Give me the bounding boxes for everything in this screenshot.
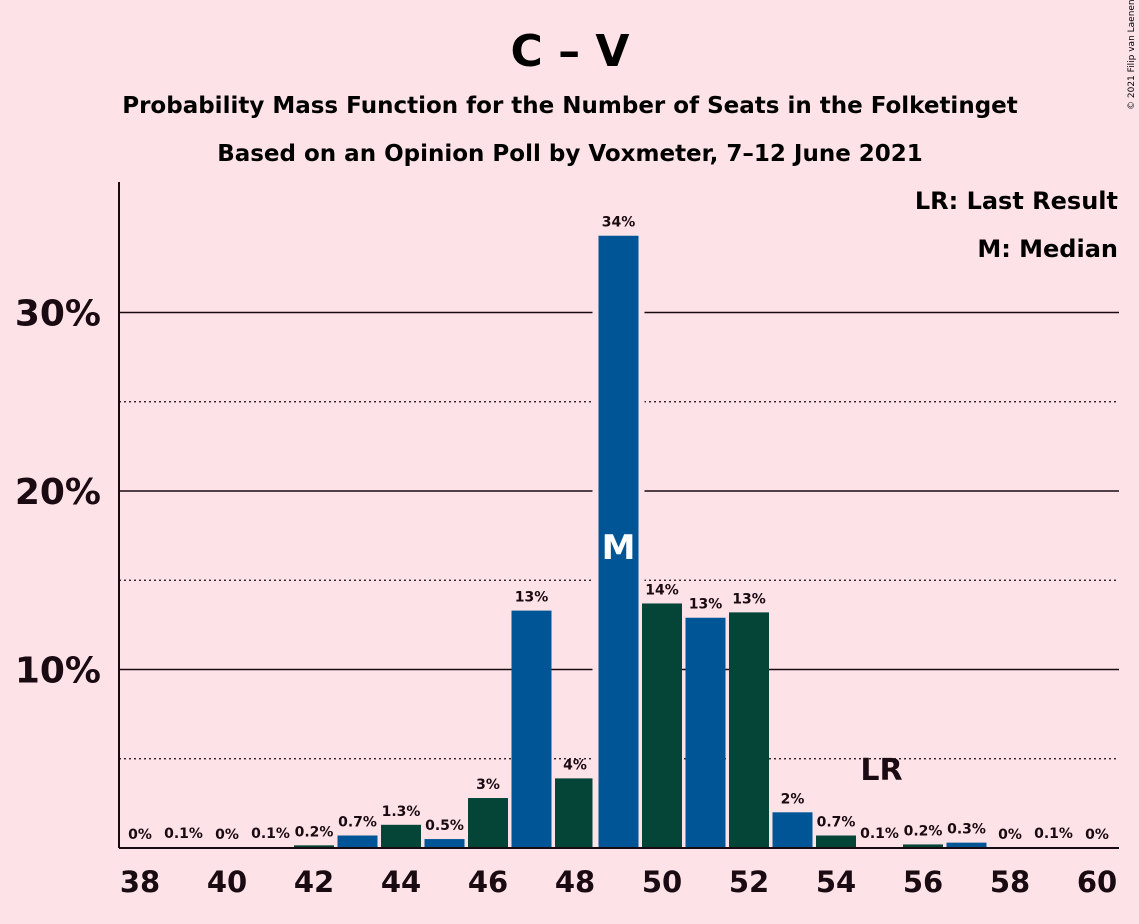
bar [381, 824, 421, 848]
chart-subtitle-2: Based on an Opinion Poll by Voxmeter, 7–… [217, 141, 923, 167]
bar-value-label: 0.1% [860, 826, 899, 842]
bar-value-label: 3% [476, 777, 500, 793]
copyright-notice: © 2021 Filip van Laenen [1127, 0, 1137, 110]
bar-value-label: 1.3% [382, 804, 421, 820]
y-tick-label: 30% [15, 294, 101, 335]
x-tick-label: 50 [642, 865, 682, 899]
bar [294, 845, 334, 848]
bar-value-label: 2% [781, 791, 805, 807]
x-tick-label: 46 [468, 865, 508, 899]
x-tick-label: 44 [381, 865, 421, 899]
median-marker: M [602, 528, 636, 568]
x-axis-ticks: 38 40 42 44 46 48 50 52 54 56 58 60 [120, 865, 1117, 899]
bar-value-label: 0.5% [425, 818, 464, 834]
bar-value-label: 0.2% [904, 823, 943, 839]
bar-value-label: 0.7% [338, 815, 377, 831]
bar-value-label: 13% [732, 591, 766, 607]
value-labels: 0% 0.1% 0% 0.1% 0.2%0.7%1.3%0.5%3%13%4%34%M1… [128, 215, 1109, 843]
chart-subtitle-1: Probability Mass Function for the Number… [122, 93, 1018, 119]
bar [729, 612, 769, 848]
bar-value-label: 0.3% [947, 822, 986, 838]
bar-value-label: 0.7% [817, 815, 856, 831]
y-tick-label: 20% [15, 472, 101, 513]
y-axis-ticks: 10% 20% 30% [15, 294, 101, 692]
bar-value-label: 4% [563, 757, 587, 773]
bar-value-label: 0% [1085, 827, 1109, 843]
bar-value-label: 34% [602, 215, 636, 231]
bar-value-label: 14% [645, 582, 679, 598]
bar [468, 798, 508, 848]
x-tick-label: 40 [207, 865, 247, 899]
bar [772, 812, 813, 848]
bar [642, 603, 682, 848]
bar-value-label: 13% [689, 597, 723, 613]
x-tick-label: 54 [816, 865, 856, 899]
bar [903, 844, 943, 848]
bar-value-label: 13% [515, 590, 549, 606]
x-tick-label: 38 [120, 865, 160, 899]
x-tick-label: 52 [729, 865, 769, 899]
bar [685, 617, 726, 848]
x-tick-label: 42 [294, 865, 334, 899]
bar [816, 835, 856, 848]
bar [598, 235, 639, 848]
bar [424, 839, 465, 848]
bar-value-label: 0% [215, 827, 239, 843]
last-result-marker: LR [860, 753, 902, 788]
bar-value-label: 0% [128, 827, 152, 843]
chart-title: C – V [511, 26, 630, 77]
bar [511, 610, 552, 848]
bar [946, 842, 987, 848]
legend-median: M: Median [977, 235, 1118, 263]
bar-value-label: 0.1% [1034, 826, 1073, 842]
x-tick-label: 58 [990, 865, 1030, 899]
bar [337, 835, 378, 848]
bar [555, 778, 595, 848]
bars [163, 229, 1074, 848]
x-tick-label: 48 [555, 865, 595, 899]
x-tick-label: 60 [1077, 865, 1117, 899]
bar-value-label: 0% [998, 827, 1022, 843]
legend-last-result: LR: Last Result [915, 187, 1118, 215]
bar-value-label: 0.2% [295, 824, 334, 840]
y-tick-label: 10% [15, 651, 101, 692]
bar-value-label: 0.1% [164, 826, 203, 842]
x-tick-label: 56 [903, 865, 943, 899]
bar-value-label: 0.1% [251, 826, 290, 842]
